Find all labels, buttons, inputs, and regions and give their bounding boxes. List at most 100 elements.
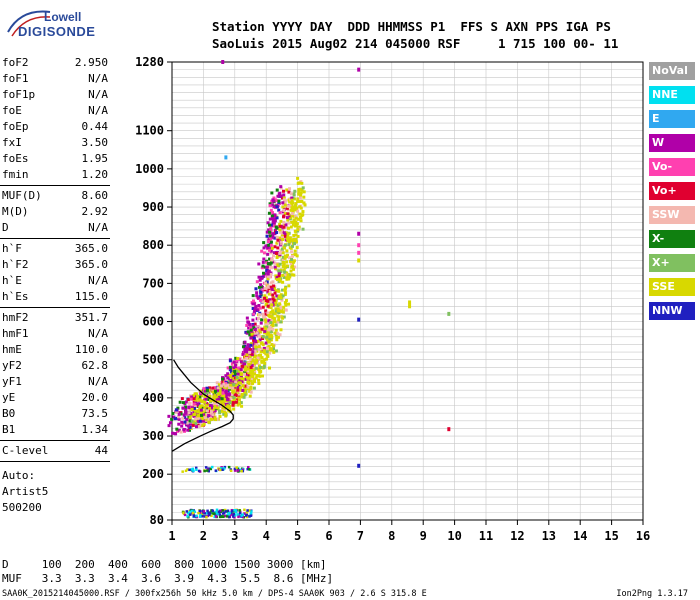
es-trace-pixel (188, 468, 191, 472)
trace-pixel (201, 408, 205, 412)
y-tick-label: 500 (142, 353, 164, 367)
trace-pixel (262, 257, 266, 261)
trace-pixel (180, 420, 184, 424)
trace-pixel (207, 420, 211, 424)
es-trace-pixel (240, 514, 243, 517)
trace-pixel (268, 242, 272, 246)
trace-pixel (285, 225, 289, 229)
trace-pixel (294, 253, 298, 257)
trace-pixel (194, 398, 198, 402)
trace-pixel (260, 318, 264, 322)
isolated-echo (408, 304, 412, 309)
trace-pixel (278, 194, 282, 198)
trace-pixel (255, 374, 259, 378)
trace-pixel (260, 249, 264, 253)
trace-pixel (225, 392, 229, 396)
trace-pixel (294, 233, 298, 237)
trace-pixel (288, 200, 292, 204)
trace-pixel (241, 377, 245, 381)
trace-pixel (263, 294, 267, 298)
trace-pixel (256, 296, 260, 300)
param-row-foes: foEs 1.95 (2, 152, 108, 168)
trace-pixel (231, 386, 235, 390)
trace-pixel (279, 320, 283, 324)
trace-pixel (293, 249, 297, 253)
trace-pixel (299, 193, 303, 197)
es-trace-pixel (221, 509, 225, 512)
trace-pixel (257, 328, 261, 332)
trace-pixel (286, 232, 290, 236)
trace-pixel (192, 413, 196, 417)
trace-pixel (297, 190, 301, 194)
trace-pixel (234, 359, 238, 363)
y-tick-label: 900 (142, 200, 164, 214)
es-trace-pixel (236, 513, 240, 516)
trace-pixel (206, 391, 210, 395)
trace-pixel (258, 313, 262, 317)
trace-pixel (199, 413, 203, 417)
trace-pixel (259, 321, 263, 325)
param-value: N/A (88, 221, 108, 234)
trace-pixel (224, 389, 228, 393)
trace-pixel (291, 267, 295, 271)
x-tick-label: 6 (325, 529, 332, 543)
trace-pixel (248, 394, 252, 398)
trace-pixel (277, 192, 281, 196)
param-name: h`Es (2, 290, 29, 303)
trace-pixel (240, 395, 244, 399)
es-trace-pixel (190, 509, 194, 513)
trace-pixel (278, 224, 282, 228)
isolated-echo (357, 250, 361, 255)
trace-pixel (283, 255, 287, 259)
trace-pixel (255, 280, 259, 284)
trace-pixel (220, 409, 224, 413)
param-separator (0, 185, 110, 186)
trace-pixel (279, 240, 283, 244)
trace-pixel (270, 203, 274, 207)
trace-pixel (246, 343, 250, 347)
trace-pixel (221, 391, 225, 395)
trace-pixel (257, 285, 261, 289)
es-trace-pixel (250, 510, 253, 513)
trace-pixel (281, 224, 285, 228)
trace-pixel (262, 241, 266, 245)
trace-pixel (192, 406, 196, 410)
x-tick-label: 8 (388, 529, 395, 543)
trace-pixel (252, 326, 256, 330)
muf-table: D 100 200 400 600 800 1000 1500 3000 [km… (2, 558, 333, 586)
isolated-echo (408, 300, 412, 305)
trace-pixel (279, 306, 283, 310)
es-trace-pixel (207, 469, 211, 473)
es-trace-pixel (241, 468, 245, 472)
trace-pixel (287, 240, 291, 244)
trace-pixel (265, 259, 269, 263)
trace-pixel (273, 265, 277, 269)
trace-pixel (295, 206, 299, 210)
es-trace-pixel (211, 509, 215, 513)
es-trace-pixel (198, 511, 202, 514)
es-trace-pixel (215, 512, 219, 515)
trace-pixel (252, 312, 256, 316)
trace-pixel (294, 220, 298, 224)
trace-pixel (290, 254, 294, 258)
trace-pixel (228, 365, 232, 369)
trace-pixel (277, 315, 281, 319)
trace-pixel (262, 271, 266, 275)
trace-pixel (285, 253, 289, 257)
es-trace-pixel (191, 511, 195, 515)
trace-pixel (236, 398, 240, 402)
trace-pixel (252, 347, 256, 351)
trace-pixel (289, 208, 293, 212)
trace-pixel (273, 317, 277, 321)
trace-pixel (246, 376, 250, 380)
trace-pixel (270, 214, 274, 218)
trace-pixel (253, 372, 257, 376)
trace-pixel (212, 390, 216, 394)
trace-pixel (177, 412, 181, 416)
param-name: B0 (2, 407, 16, 420)
es-trace-pixel (214, 515, 218, 518)
trace-pixel (250, 352, 254, 356)
trace-pixel (287, 190, 291, 194)
trace-pixel (228, 401, 232, 405)
trace-pixel (259, 290, 263, 294)
